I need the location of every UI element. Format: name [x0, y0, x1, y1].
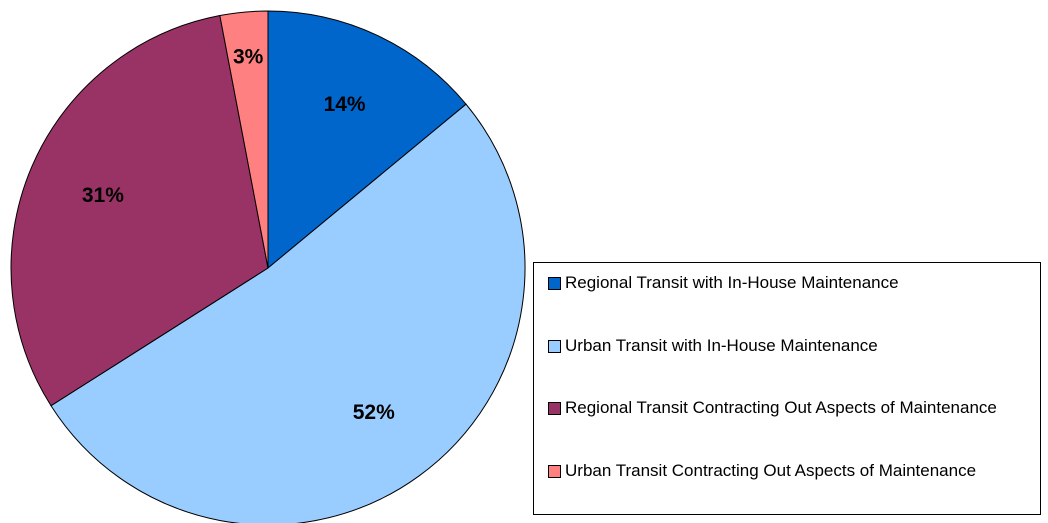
legend-swatch	[548, 402, 561, 415]
legend-item: Regional Transit Contracting Out Aspects…	[548, 398, 1032, 461]
legend-label: Urban Transit with In-House Maintenance	[565, 335, 878, 355]
pie-slice	[219, 10, 269, 269]
pie-area: 14% 52% 31% 3%	[10, 10, 526, 523]
data-label: 31%	[82, 184, 124, 207]
legend-label: Urban Transit Contracting Out Aspects of…	[565, 460, 977, 480]
legend-label: Regional Transit Contracting Out Aspects…	[565, 398, 997, 417]
legend-swatch	[548, 339, 561, 353]
legend-item: Urban Transit Contracting Out Aspects of…	[548, 461, 1032, 523]
pie-slice	[10, 14, 269, 407]
pie-slice	[267, 10, 467, 270]
legend-swatch	[548, 277, 561, 290]
legend-label: Regional Transit with In-House Maintenan…	[565, 273, 899, 292]
legend-item: Urban Transit with In-House Maintenance	[548, 336, 1032, 399]
legend: Regional Transit with In-House Maintenan…	[533, 262, 1041, 515]
legend-item: Regional Transit with In-House Maintenan…	[548, 273, 1032, 336]
data-label: 3%	[233, 46, 264, 69]
legend-swatch	[548, 464, 561, 478]
data-label: 14%	[324, 93, 366, 116]
pie-slice	[50, 103, 526, 523]
data-label: 52%	[353, 401, 395, 424]
